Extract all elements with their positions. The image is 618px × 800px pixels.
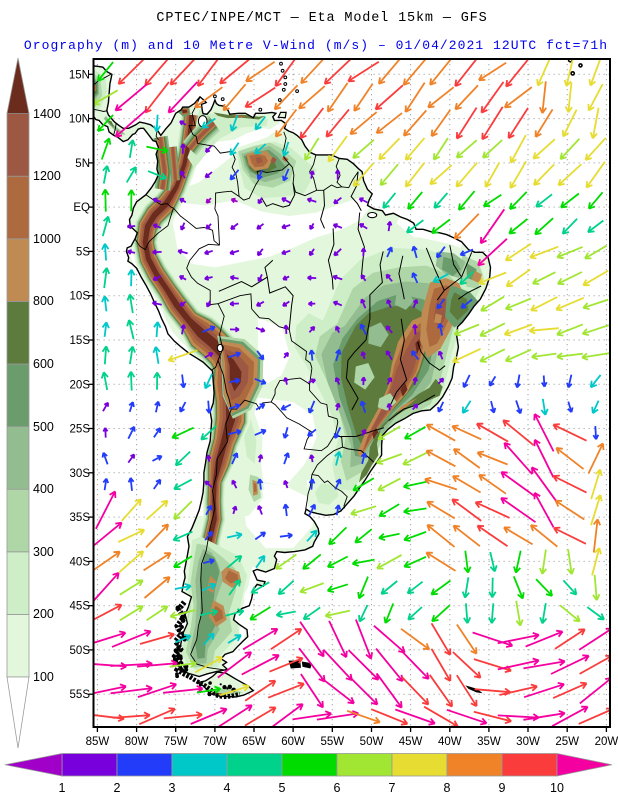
svg-text:55S: 55S	[70, 689, 91, 701]
svg-text:50S: 50S	[70, 645, 91, 657]
svg-text:1: 1	[59, 781, 66, 795]
svg-text:5: 5	[279, 781, 286, 795]
svg-text:5N: 5N	[75, 158, 90, 170]
svg-text:CPTEC/INPE/MCT — Eta Model 15: CPTEC/INPE/MCT — Eta Model 15km — GFS	[156, 11, 487, 26]
svg-text:10S: 10S	[70, 291, 91, 303]
svg-text:3: 3	[169, 781, 176, 795]
svg-text:35S: 35S	[70, 512, 91, 524]
svg-text:15S: 15S	[70, 335, 91, 347]
svg-text:40W: 40W	[438, 736, 462, 748]
svg-text:70W: 70W	[203, 736, 227, 748]
svg-text:10N: 10N	[69, 114, 90, 126]
svg-text:30S: 30S	[70, 468, 91, 480]
svg-text:20S: 20S	[70, 379, 91, 391]
svg-text:60W: 60W	[281, 736, 305, 748]
svg-text:600: 600	[33, 357, 54, 371]
svg-text:40S: 40S	[70, 556, 91, 568]
svg-text:1200: 1200	[33, 169, 61, 183]
svg-text:8: 8	[444, 781, 451, 795]
svg-text:800: 800	[33, 294, 54, 308]
svg-text:2: 2	[114, 781, 121, 795]
svg-text:50W: 50W	[360, 736, 384, 748]
svg-text:9: 9	[499, 781, 506, 795]
svg-text:25W: 25W	[555, 736, 579, 748]
svg-text:EQ: EQ	[73, 202, 90, 214]
svg-text:6: 6	[334, 781, 341, 795]
svg-text:400: 400	[33, 482, 54, 496]
svg-text:4: 4	[224, 781, 231, 795]
svg-text:75W: 75W	[164, 736, 188, 748]
svg-text:7: 7	[389, 781, 396, 795]
svg-text:200: 200	[33, 607, 54, 621]
svg-text:85W: 85W	[86, 736, 110, 748]
svg-text:5S: 5S	[76, 246, 90, 258]
svg-text:15N: 15N	[69, 69, 90, 81]
svg-text:100: 100	[33, 670, 54, 684]
svg-text:65W: 65W	[242, 736, 266, 748]
svg-text:80W: 80W	[125, 736, 149, 748]
svg-text:25S: 25S	[70, 424, 91, 436]
svg-text:1400: 1400	[33, 107, 61, 121]
svg-text:55W: 55W	[320, 736, 344, 748]
svg-text:Orography (m) and 10 Metre V-W: Orography (m) and 10 Metre V-Wind (m/s) …	[24, 38, 608, 53]
svg-text:500: 500	[33, 420, 54, 434]
svg-text:20W: 20W	[595, 736, 618, 748]
svg-text:10: 10	[550, 781, 564, 795]
svg-text:1000: 1000	[33, 232, 61, 246]
svg-text:45S: 45S	[70, 601, 91, 613]
svg-text:35W: 35W	[477, 736, 501, 748]
svg-text:45W: 45W	[399, 736, 423, 748]
svg-text:30W: 30W	[516, 736, 540, 748]
svg-text:300: 300	[33, 545, 54, 559]
